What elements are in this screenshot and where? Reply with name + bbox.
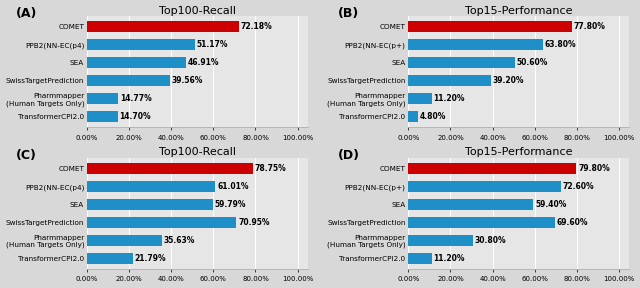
- Text: 21.79%: 21.79%: [134, 254, 166, 263]
- Bar: [87, 199, 213, 210]
- Title: Top15-Performance: Top15-Performance: [465, 5, 573, 16]
- Text: 39.20%: 39.20%: [493, 76, 524, 85]
- Bar: [87, 111, 118, 122]
- Text: 78.75%: 78.75%: [255, 164, 286, 173]
- Bar: [87, 39, 195, 50]
- Bar: [87, 217, 236, 228]
- Text: 72.18%: 72.18%: [241, 22, 273, 31]
- Text: 14.70%: 14.70%: [120, 112, 151, 121]
- Text: 70.95%: 70.95%: [238, 218, 269, 227]
- Text: (A): (A): [16, 7, 38, 20]
- Title: Top100-Recall: Top100-Recall: [159, 5, 236, 16]
- Bar: [408, 57, 515, 68]
- Text: 59.79%: 59.79%: [214, 200, 246, 209]
- Bar: [87, 93, 118, 104]
- Bar: [408, 163, 577, 174]
- Title: Top15-Performance: Top15-Performance: [465, 147, 573, 158]
- Text: 61.01%: 61.01%: [217, 182, 248, 191]
- Bar: [87, 235, 162, 246]
- Text: 46.91%: 46.91%: [188, 58, 219, 67]
- Text: 39.56%: 39.56%: [172, 76, 204, 85]
- Text: 63.80%: 63.80%: [545, 40, 576, 49]
- Text: 72.60%: 72.60%: [563, 182, 595, 191]
- Bar: [408, 199, 534, 210]
- Text: 4.80%: 4.80%: [420, 112, 447, 121]
- Bar: [87, 253, 133, 264]
- Text: 79.80%: 79.80%: [578, 164, 610, 173]
- Title: Top100-Recall: Top100-Recall: [159, 147, 236, 158]
- Bar: [408, 181, 561, 192]
- Bar: [408, 75, 491, 86]
- Text: 51.17%: 51.17%: [196, 40, 228, 49]
- Text: (B): (B): [337, 7, 359, 20]
- Text: 14.77%: 14.77%: [120, 94, 152, 103]
- Text: 77.80%: 77.80%: [574, 22, 606, 31]
- Text: (D): (D): [337, 149, 360, 162]
- Bar: [408, 235, 473, 246]
- Text: 69.60%: 69.60%: [557, 218, 588, 227]
- Bar: [408, 217, 555, 228]
- Bar: [408, 111, 419, 122]
- Text: 11.20%: 11.20%: [434, 94, 465, 103]
- Bar: [408, 253, 432, 264]
- Bar: [87, 57, 186, 68]
- Bar: [408, 21, 572, 32]
- Text: (C): (C): [16, 149, 37, 162]
- Bar: [87, 21, 239, 32]
- Bar: [408, 93, 432, 104]
- Bar: [87, 163, 253, 174]
- Text: 30.80%: 30.80%: [475, 236, 506, 245]
- Text: 50.60%: 50.60%: [516, 58, 548, 67]
- Text: 59.40%: 59.40%: [535, 200, 566, 209]
- Text: 11.20%: 11.20%: [434, 254, 465, 263]
- Bar: [87, 181, 216, 192]
- Bar: [408, 39, 543, 50]
- Bar: [87, 75, 170, 86]
- Text: 35.63%: 35.63%: [164, 236, 195, 245]
